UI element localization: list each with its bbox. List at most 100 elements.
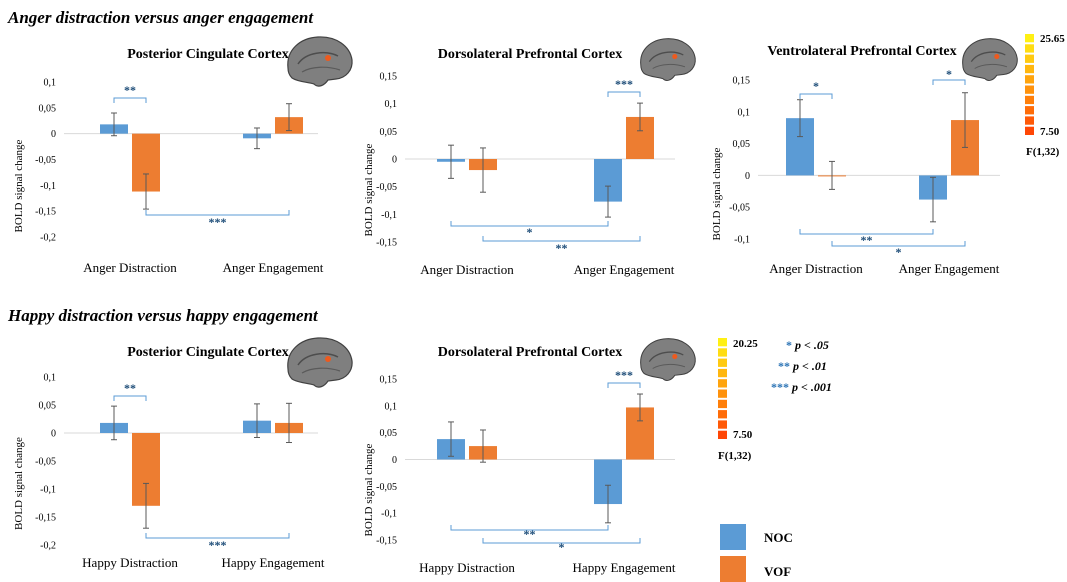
colorbar-swatch [718, 389, 727, 398]
significance-stars: *** [615, 77, 633, 91]
colorbar-swatch [718, 420, 727, 429]
y-tick-label: -0,15 [376, 536, 397, 547]
y-axis-label: BOLD signal change [363, 443, 375, 536]
brain-activation-spot [325, 55, 331, 61]
colorbar-swatch [1025, 44, 1034, 53]
sig-key-label: p < .05 [795, 338, 829, 352]
y-tick-label: 0 [51, 129, 56, 140]
brain-sulcus [297, 51, 339, 65]
brain-sulcus [652, 363, 686, 369]
significance-bracket [607, 91, 641, 97]
y-tick-label: -0,05 [376, 182, 397, 193]
colorbar-swatch [718, 399, 727, 409]
colorbar-min-label: 7.50 [733, 429, 753, 441]
sig-key-stars: *** [771, 380, 789, 394]
colorbar-swatch [1025, 126, 1034, 135]
colorbar-swatch [1025, 95, 1034, 105]
significance-stars: * [896, 245, 902, 259]
brain-image [287, 337, 353, 388]
category-label: Anger Engagement [899, 261, 1000, 276]
legend-swatch-vof [720, 556, 746, 582]
y-tick-label: -0,05 [376, 482, 397, 493]
y-tick-label: 0,15 [380, 375, 398, 386]
colorbar-swatch [1025, 64, 1034, 74]
significance-stars: ** [524, 527, 536, 541]
chart-title: Dorsolateral Prefrontal Cortex [438, 345, 623, 360]
brain-sulcus [970, 51, 1006, 63]
category-label: Anger Engagement [574, 262, 675, 277]
sig-key-label: p < .001 [792, 380, 832, 394]
category-label: Happy Distraction [419, 560, 515, 575]
brain-sulcus [301, 66, 341, 73]
brain-outline [640, 338, 696, 381]
brain-sulcus [652, 63, 686, 69]
y-tick-label: 0 [51, 429, 56, 440]
y-tick-label: -0,1 [40, 485, 56, 496]
brain-outline [640, 38, 696, 81]
significance-stars: *** [615, 368, 633, 382]
significance-stars: * [946, 67, 952, 81]
colorbar-swatch [1025, 116, 1034, 125]
y-tick-label: -0,05 [729, 203, 750, 214]
y-tick-label: 0,1 [738, 107, 751, 118]
significance-stars: ** [861, 233, 873, 247]
y-tick-label: -0,15 [35, 513, 56, 524]
y-tick-label: -0,15 [35, 207, 56, 218]
y-tick-label: 0,15 [380, 72, 398, 83]
brain-image [640, 38, 696, 81]
y-tick-label: -0,2 [40, 541, 56, 552]
significance-bracket [799, 93, 833, 99]
significance-bracket [113, 97, 147, 103]
brain-image [287, 36, 353, 87]
y-axis-label: BOLD signal change [711, 147, 723, 240]
significance-bracket [482, 538, 641, 544]
colorbar-max-label: 20.25 [733, 338, 758, 350]
y-tick-label: -0,1 [40, 181, 56, 192]
colorbar-swatch [1025, 85, 1034, 94]
brain-image [640, 338, 696, 381]
significance-bracket [482, 236, 641, 242]
significance-bracket [831, 241, 966, 247]
y-tick-label: 0 [392, 155, 397, 166]
colorbar-swatch [718, 410, 727, 419]
brain-sulcus [974, 63, 1008, 69]
significance-stars: *** [209, 538, 227, 552]
y-tick-label: -0,1 [734, 235, 750, 246]
sig-key-3: *** p < .001 [771, 380, 832, 395]
section-title-anger: Anger distraction versus anger engagemen… [8, 8, 314, 27]
category-label: Anger Distraction [420, 262, 514, 277]
brain-outline [287, 337, 353, 388]
colorbar-swatch [1025, 75, 1034, 84]
y-tick-label: 0,15 [733, 76, 751, 87]
category-label: Anger Distraction [83, 260, 177, 275]
y-tick-label: 0,05 [380, 127, 398, 138]
category-label: Happy Engagement [222, 555, 325, 570]
legend-label-noc: NOC [764, 530, 793, 545]
colorbar-min-label: 7.50 [1040, 126, 1060, 138]
colorbar-swatch [718, 430, 727, 439]
chart-title: Posterior Cingulate Cortex [127, 345, 288, 360]
significance-bracket [450, 525, 609, 531]
significance-bracket [450, 221, 609, 227]
legend-label-vof: VOF [764, 564, 792, 579]
colorbar-stat-label: F(1,32) [1026, 146, 1060, 158]
sig-key-stars: ** [778, 359, 790, 373]
colorbar-swatch [718, 379, 727, 388]
colorbar-swatch [718, 368, 727, 378]
chart-title: Posterior Cingulate Cortex [127, 47, 288, 62]
significance-bracket [607, 382, 641, 388]
sig-key-stars: * [786, 338, 792, 352]
sig-key-2: ** p < .01 [778, 359, 827, 374]
y-tick-label: 0,05 [380, 428, 398, 439]
y-tick-label: -0,1 [381, 509, 397, 520]
category-label: Happy Distraction [82, 555, 178, 570]
category-label: Anger Distraction [769, 261, 863, 276]
colorbar-swatch [1025, 106, 1034, 115]
brain-sulcus [648, 351, 684, 363]
y-axis-label: BOLD signal change [13, 139, 25, 232]
significance-bracket [932, 79, 966, 85]
y-axis-label: BOLD signal change [363, 143, 375, 236]
